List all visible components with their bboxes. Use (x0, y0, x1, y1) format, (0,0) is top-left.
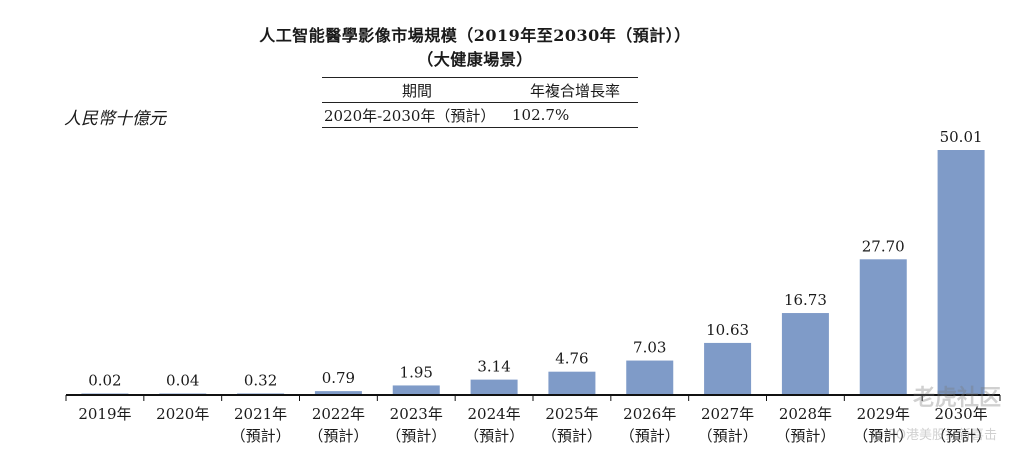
data-label: 0.79 (322, 369, 355, 387)
x-tick-label: 2027年 (701, 405, 754, 423)
x-tick-label: 2023年 (390, 405, 443, 423)
x-tick-label: 2025年 (545, 405, 598, 423)
x-tick-sublabel: （預計） (775, 427, 835, 445)
cagr-rate-value: 102.7% (512, 106, 570, 124)
x-tick-label: 2029年 (857, 405, 910, 423)
cagr-period-value: 2020年-2030年（預計） (324, 106, 496, 125)
x-tick-sublabel: （預計） (620, 427, 680, 445)
watermark-brand: 老虎社区 (912, 386, 1001, 411)
bar (626, 360, 674, 395)
unit-label: 人民幣十億元 (64, 109, 166, 129)
x-tick-sublabel: （預計） (698, 427, 758, 445)
data-label: 0.32 (244, 371, 277, 389)
x-tick-label: 2021年 (234, 405, 287, 423)
chart-subtitle: （大健康場景） (417, 50, 533, 69)
cagr-table-row: 2020年-2030年（預計） 102.7% (322, 103, 638, 128)
x-tick-sublabel: （預計） (931, 427, 991, 445)
x-tick-sublabel: （預計） (386, 427, 446, 445)
data-label: 16.73 (784, 291, 827, 309)
data-label: 7.03 (633, 339, 666, 357)
cagr-table-header: 期間 年複合增長率 (322, 78, 638, 103)
x-tick-label: 2019年 (78, 405, 131, 423)
data-label: 3.14 (477, 358, 510, 376)
cagr-table: 期間 年複合增長率 2020年-2030年（預計） 102.7% (322, 77, 638, 128)
cagr-period-header: 期間 (401, 81, 432, 100)
x-tick-label: 2028年 (779, 405, 832, 423)
data-label: 0.04 (166, 372, 199, 390)
bar (392, 385, 440, 395)
watermark-handle: @IPO港美股打新喜击 (871, 428, 997, 443)
data-label: 4.76 (555, 350, 588, 368)
bar (781, 313, 829, 395)
data-label: 10.63 (706, 321, 749, 339)
x-tick-label: 2024年 (467, 405, 520, 423)
data-label: 0.02 (88, 372, 121, 390)
bar (859, 259, 907, 395)
cagr-rate-header: 年複合增長率 (529, 81, 620, 100)
x-tick-label: 2020年 (156, 405, 209, 423)
data-label: 50.01 (940, 128, 983, 146)
bar (548, 371, 596, 395)
bar (704, 342, 752, 395)
x-tick-sublabel: （預計） (464, 427, 524, 445)
chart-title: 人工智能醫學影像市場規模（2019年至2030年（預計）） (259, 26, 691, 45)
x-tick-sublabel: （預計） (308, 427, 368, 445)
bar (314, 391, 362, 395)
x-tick-sublabel: （預計） (542, 427, 602, 445)
x-tick-sublabel: （預計） (231, 427, 291, 445)
data-label: 1.95 (400, 363, 433, 381)
bar (470, 379, 518, 395)
x-tick-label: 2030年 (934, 405, 987, 423)
bar (937, 150, 985, 395)
x-tick-label: 2026年 (623, 405, 676, 423)
x-tick-label: 2022年 (312, 405, 365, 423)
data-label: 27.70 (862, 237, 905, 255)
x-tick-sublabel: （預計） (853, 427, 913, 445)
